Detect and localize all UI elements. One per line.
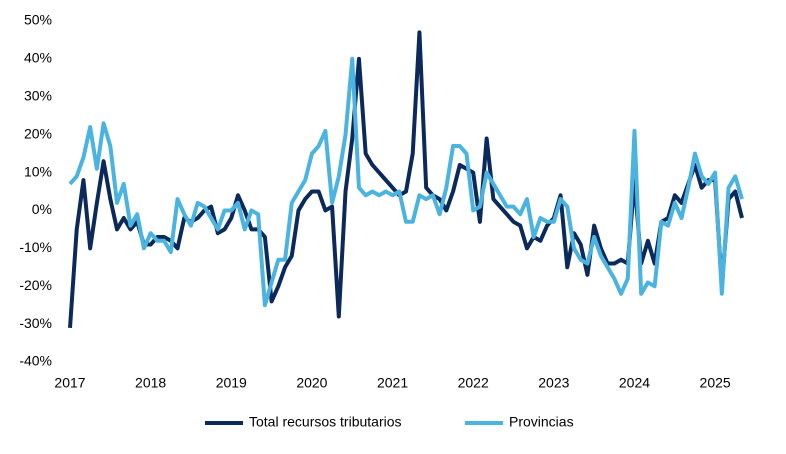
line [68,56,744,308]
x-tick-label: 2018 [135,375,166,391]
x-tick-label: 2024 [619,375,650,391]
y-tick-label: -20% [19,277,52,293]
legend-label: Provincias [509,414,574,430]
x-tick-label: 2019 [216,375,247,391]
x-tick-label: 2025 [700,375,731,391]
legend-label: Total recursos tributarios [249,414,402,430]
x-tick-label: 2017 [54,375,85,391]
x-tick-label: 2023 [538,375,569,391]
y-tick-label: -30% [19,315,52,331]
y-tick-label: 40% [24,50,52,66]
y-tick-label: 30% [24,87,52,103]
y-tick-label: 0% [32,201,52,217]
y-tick-label: -10% [19,239,52,255]
y-tick-label: 20% [24,125,52,141]
x-tick-label: 2020 [296,375,327,391]
x-tick-label: 2021 [377,375,408,391]
x-tick-label: 2022 [458,375,489,391]
y-tick-label: -40% [19,353,52,369]
y-tick-label: 10% [24,163,52,179]
y-tick-label: 50% [24,12,52,28]
